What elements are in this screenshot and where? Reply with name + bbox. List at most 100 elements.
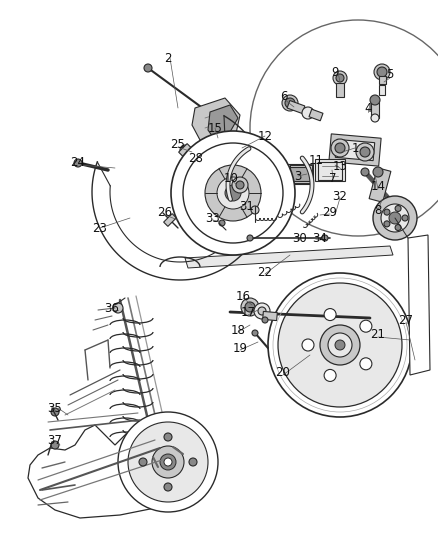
Text: 37: 37 [48, 433, 63, 447]
Circle shape [144, 64, 152, 72]
Text: 30: 30 [293, 231, 307, 245]
Circle shape [302, 339, 314, 351]
Circle shape [373, 196, 417, 240]
Circle shape [395, 206, 401, 212]
Text: 21: 21 [371, 328, 385, 342]
Text: 6: 6 [280, 90, 288, 102]
Text: 7: 7 [329, 172, 337, 184]
Text: 4: 4 [364, 101, 372, 115]
Text: 14: 14 [371, 180, 385, 192]
Text: 15: 15 [208, 122, 223, 134]
Bar [369, 168, 391, 202]
Circle shape [183, 143, 283, 243]
Circle shape [282, 95, 298, 111]
Circle shape [324, 369, 336, 382]
Text: 10: 10 [223, 172, 238, 184]
Circle shape [336, 74, 344, 82]
Circle shape [374, 64, 390, 80]
Circle shape [171, 131, 295, 255]
Bar [309, 109, 323, 121]
Bar [371, 98, 379, 118]
Circle shape [241, 298, 259, 316]
Circle shape [402, 215, 408, 221]
Text: 16: 16 [236, 289, 251, 303]
Circle shape [74, 159, 82, 167]
Circle shape [236, 181, 244, 189]
Text: 33: 33 [205, 212, 220, 224]
Circle shape [285, 98, 295, 108]
Circle shape [205, 165, 261, 221]
Text: 22: 22 [258, 265, 272, 279]
Circle shape [164, 458, 172, 466]
Bar [336, 83, 344, 97]
Text: 27: 27 [399, 313, 413, 327]
Circle shape [194, 156, 206, 168]
Bar [164, 214, 177, 227]
Circle shape [217, 177, 249, 209]
Circle shape [232, 177, 248, 193]
Circle shape [250, 20, 438, 236]
Text: 11: 11 [308, 154, 324, 166]
Circle shape [164, 433, 172, 441]
Circle shape [395, 224, 401, 230]
Circle shape [361, 168, 369, 176]
Circle shape [371, 114, 379, 122]
Circle shape [335, 143, 345, 153]
Circle shape [254, 303, 270, 319]
Polygon shape [408, 235, 430, 375]
Bar [335, 139, 375, 160]
Circle shape [51, 408, 59, 416]
Circle shape [328, 333, 352, 357]
Text: 5: 5 [386, 69, 394, 82]
Text: 12: 12 [258, 130, 272, 142]
Circle shape [333, 71, 347, 85]
Polygon shape [192, 98, 240, 148]
Circle shape [335, 340, 345, 350]
Bar [287, 164, 313, 184]
Circle shape [180, 145, 190, 155]
Text: 24: 24 [71, 157, 85, 169]
Circle shape [268, 273, 412, 417]
Circle shape [381, 204, 409, 232]
Text: 13: 13 [332, 160, 347, 174]
Circle shape [360, 358, 372, 370]
Circle shape [219, 220, 225, 226]
Bar [378, 76, 385, 84]
Text: 29: 29 [322, 206, 338, 219]
Text: 9: 9 [331, 66, 339, 78]
Bar [379, 85, 385, 95]
Text: 17: 17 [240, 306, 255, 319]
Circle shape [225, 185, 241, 201]
Text: 32: 32 [332, 190, 347, 203]
Bar [290, 167, 310, 181]
Circle shape [278, 283, 402, 407]
Text: 34: 34 [313, 231, 328, 245]
Bar [179, 143, 191, 156]
Circle shape [252, 330, 258, 336]
Circle shape [247, 235, 253, 241]
Circle shape [245, 302, 255, 312]
Circle shape [139, 458, 147, 466]
Text: 18: 18 [230, 324, 245, 336]
Circle shape [331, 139, 349, 157]
Circle shape [160, 454, 176, 470]
Text: 3: 3 [294, 169, 302, 182]
Circle shape [302, 107, 314, 119]
Circle shape [152, 446, 184, 478]
Polygon shape [185, 246, 393, 268]
Circle shape [324, 309, 336, 320]
Polygon shape [28, 425, 200, 518]
Circle shape [322, 235, 328, 241]
Bar [315, 159, 345, 181]
Circle shape [164, 483, 172, 491]
Circle shape [128, 422, 208, 502]
Circle shape [384, 221, 390, 227]
Text: 19: 19 [233, 342, 247, 354]
Text: 36: 36 [105, 302, 120, 314]
Circle shape [251, 206, 259, 214]
Circle shape [189, 458, 197, 466]
Circle shape [320, 325, 360, 365]
Circle shape [389, 212, 401, 224]
Bar [287, 101, 305, 114]
Text: 1: 1 [351, 141, 359, 155]
